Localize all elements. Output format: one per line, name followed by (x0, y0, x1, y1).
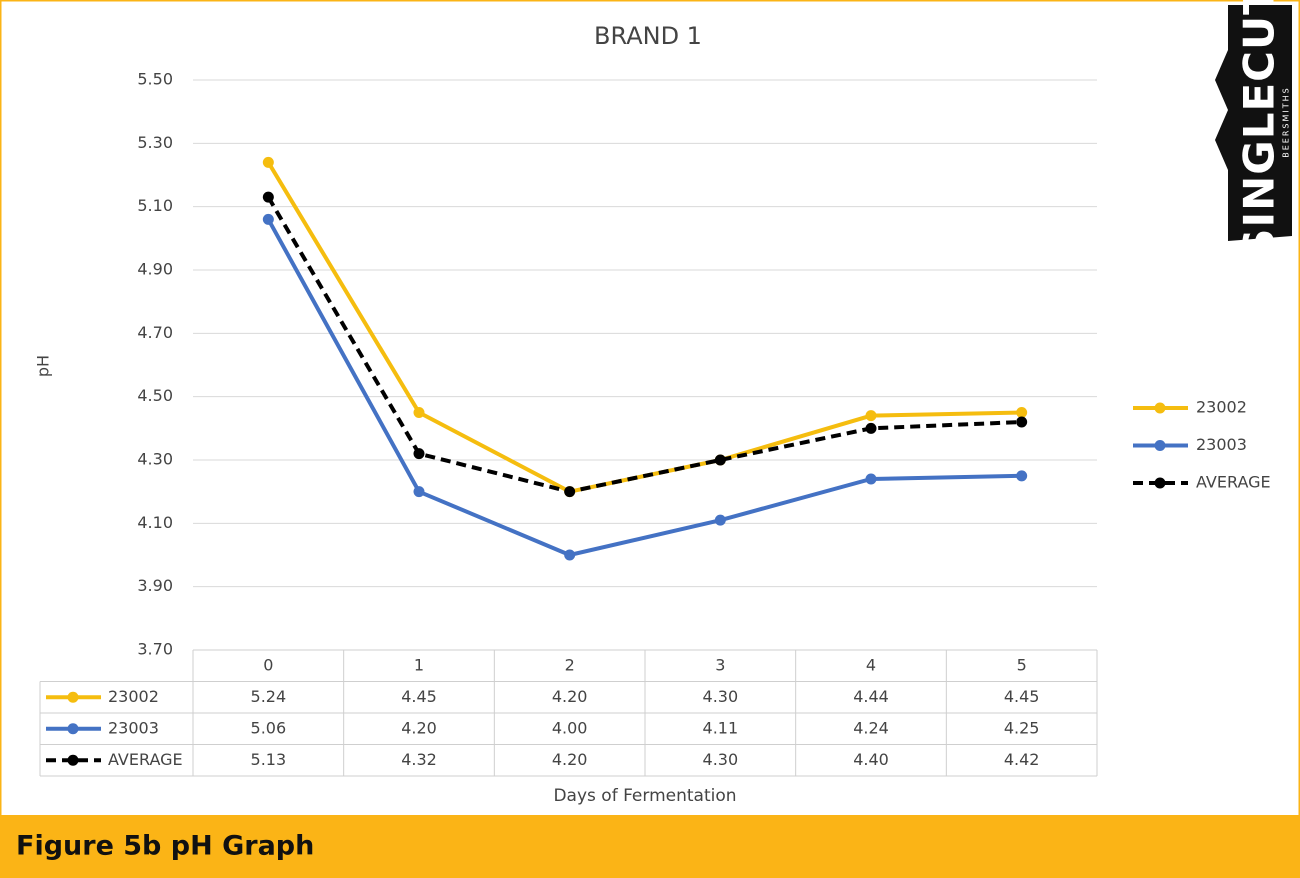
logo: SINGLECUT BEERSMITHS (1215, 0, 1292, 259)
legend-key-marker (1154, 477, 1166, 489)
table-cell: 4.30 (703, 687, 739, 706)
x-tick-label: 1 (414, 655, 424, 674)
logo-banner (1215, 5, 1292, 241)
table-cell: 4.40 (853, 750, 889, 769)
table-cell: 4.44 (853, 687, 889, 706)
data-point (262, 213, 274, 225)
legend-label: 23003 (1196, 435, 1247, 454)
table-row-label: 23003 (108, 718, 159, 737)
table-row-label: 23002 (108, 687, 159, 706)
table-cell: 4.00 (552, 718, 588, 737)
data-point (262, 156, 274, 168)
data-point (865, 422, 877, 434)
table-cell: 4.25 (1004, 718, 1040, 737)
data-point (413, 448, 425, 460)
data-point (714, 454, 726, 466)
legend-key-marker (1154, 440, 1166, 451)
data-point (714, 514, 726, 526)
series-line (266, 218, 1022, 558)
table-cell: 5.24 (251, 687, 287, 706)
table-cell: 4.20 (401, 718, 437, 737)
caption-bar (0, 815, 1300, 878)
table-cell: 4.11 (703, 718, 739, 737)
table-cell: 4.32 (401, 750, 437, 769)
table-cell: 4.24 (853, 718, 889, 737)
legend-label: AVERAGE (1196, 473, 1271, 492)
x-tick-label: 0 (263, 655, 273, 674)
data-point (564, 486, 576, 498)
x-tick-label: 3 (715, 655, 725, 674)
table-cell: 4.20 (552, 687, 588, 706)
y-axis-label: pH (34, 355, 53, 377)
x-axis-label: Days of Fermentation (553, 786, 736, 806)
x-tick-label: 4 (866, 655, 876, 674)
y-tick-label: 4.50 (137, 386, 173, 405)
y-tick-label: 4.70 (137, 323, 173, 342)
series-line (266, 196, 1022, 494)
data-point (262, 191, 274, 203)
legend-label: 23002 (1196, 398, 1247, 417)
x-tick-label: 5 (1017, 655, 1027, 674)
legend-key-marker (67, 691, 79, 703)
legend-key-marker (67, 754, 79, 766)
y-tick-label: 3.70 (137, 640, 173, 659)
legend-key-marker (67, 723, 79, 735)
data-point (1016, 470, 1028, 482)
table-cell: 4.42 (1004, 750, 1040, 769)
legend-key-marker (1154, 402, 1166, 414)
data-point (1016, 416, 1028, 428)
x-tick-label: 2 (565, 655, 575, 674)
data-point (413, 407, 425, 418)
logo-name: SINGLECUT (1235, 0, 1284, 259)
y-tick-label: 5.10 (137, 196, 173, 215)
y-tick-label: 4.30 (137, 450, 173, 469)
y-tick-label: 5.30 (137, 133, 173, 152)
table-cell: 5.13 (251, 750, 287, 769)
chart-title: BRAND 1 (594, 22, 702, 50)
table-cell: 4.20 (552, 750, 588, 769)
data-point (413, 486, 425, 498)
table-cell: 4.45 (1004, 687, 1040, 706)
y-tick-label: 4.90 (137, 260, 173, 279)
data-point (564, 549, 576, 561)
y-tick-label: 5.50 (137, 70, 173, 89)
caption: Figure 5b pH Graph (16, 831, 314, 862)
y-tick-label: 3.90 (137, 576, 173, 595)
data-point (1016, 407, 1028, 418)
table-cell: 5.06 (251, 718, 287, 737)
y-tick-label: 4.10 (137, 513, 173, 532)
data-point (865, 410, 877, 422)
logo-tagline: BEERSMITHS (1282, 86, 1291, 157)
table-cell: 4.30 (703, 750, 739, 769)
table-cell: 4.45 (401, 687, 437, 706)
data-point (865, 473, 877, 485)
table-row-label: AVERAGE (108, 750, 183, 769)
